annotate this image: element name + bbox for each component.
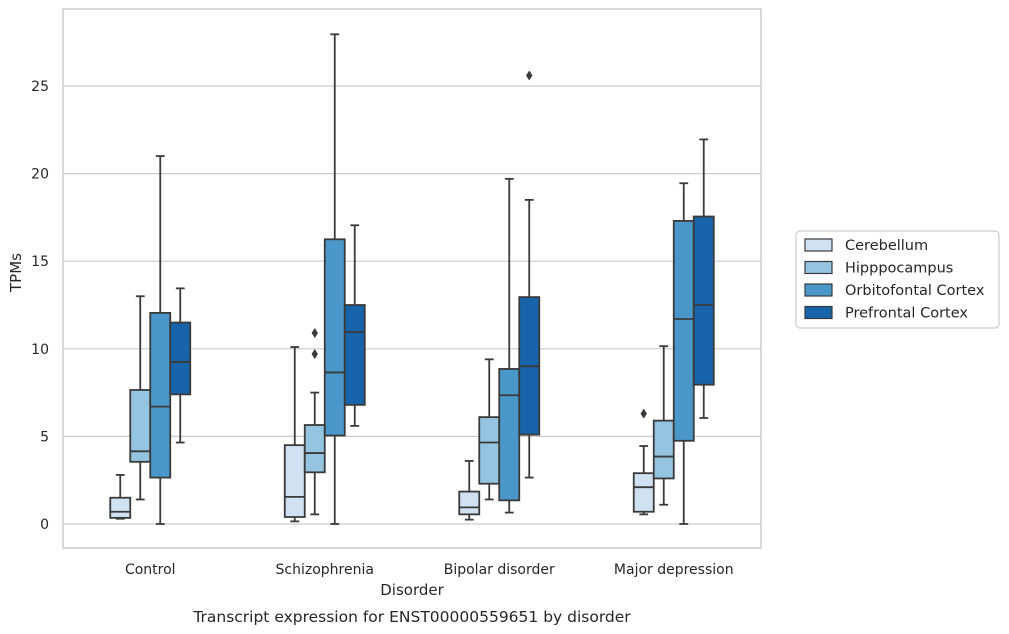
legend-swatch [804, 305, 833, 320]
box-0-3 [632, 408, 655, 516]
box-2-2 [498, 177, 521, 514]
box-body [478, 416, 501, 485]
legend-label: Cerebellum [845, 238, 928, 254]
box-0-1 [283, 346, 306, 523]
x-tick-labels: Control Schizophrenia Bipolar disorder Majo… [125, 562, 734, 578]
y-tick-label: 10 [31, 342, 49, 358]
legend-frame [795, 230, 1000, 329]
y-tick-label: 15 [31, 254, 49, 270]
box-1-2 [478, 358, 501, 501]
box-body [498, 368, 521, 502]
outlier-point [311, 328, 318, 339]
box-body [149, 311, 172, 479]
x-axis-label: Disorder [380, 581, 444, 599]
legend-swatch [804, 260, 833, 275]
box-2-1 [323, 33, 346, 525]
box-body [458, 490, 481, 516]
x-tick-label: Bipolar disorder [444, 562, 555, 578]
legend-label: Hipppocampus [845, 261, 953, 277]
box-body [283, 444, 306, 518]
box-body [343, 304, 366, 406]
box-body [169, 321, 192, 396]
box-0-0 [109, 474, 132, 520]
legend-label: Prefrontal Cortex [845, 306, 968, 322]
x-tick-label: Major depression [614, 562, 734, 578]
legend-swatch [804, 283, 833, 297]
box-body [303, 424, 326, 474]
box-3-1 [343, 224, 366, 427]
x-tick-label: Control [125, 562, 176, 578]
box-1-3 [652, 345, 675, 506]
box-body [692, 215, 715, 386]
y-axis-label: TPMs [7, 253, 25, 293]
box-3-3 [692, 138, 715, 419]
legend-swatch [804, 238, 833, 252]
y-tick-label: 25 [31, 79, 49, 95]
plot-frame [62, 8, 762, 549]
box-body [632, 472, 655, 513]
outlier-point [640, 408, 647, 419]
box-1-0 [129, 295, 152, 501]
box-3-2 [518, 70, 541, 479]
box-body [323, 238, 346, 437]
box-body [672, 220, 695, 442]
x-tick-label: Schizophrenia [276, 562, 374, 578]
legend-label: Orbitofontal Cortex [845, 283, 985, 299]
box-groups [109, 33, 715, 525]
box-0-2 [458, 460, 481, 521]
y-tick-label: 5 [40, 429, 49, 445]
box-3-0 [169, 287, 192, 444]
box-body [652, 419, 675, 480]
box-body [109, 496, 132, 519]
y-tick-label: 0 [40, 517, 49, 533]
outlier-point [526, 70, 533, 81]
figure-caption: Transcript expression for ENST0000055965… [192, 608, 631, 626]
y-tick-labels: 0 5 10 15 20 25 [31, 79, 49, 533]
legend: Cerebellum Hipppocampus Orbitofontal Corte… [795, 230, 1000, 329]
y-tick-label: 20 [31, 167, 49, 183]
box-2-3 [672, 182, 695, 525]
box-2-0 [149, 155, 172, 525]
outlier-point [311, 349, 318, 360]
box-1-1 [303, 328, 326, 516]
